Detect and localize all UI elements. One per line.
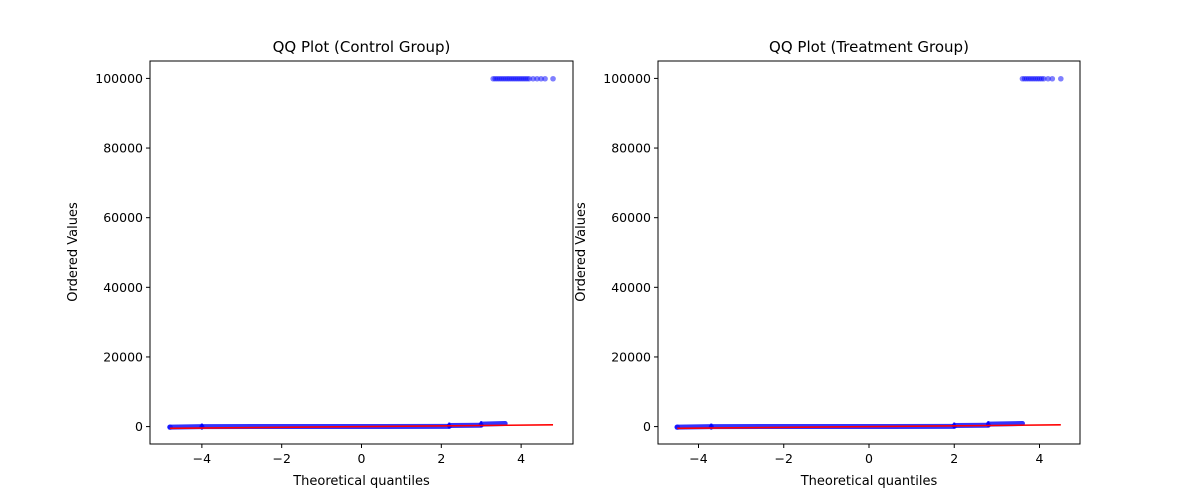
- qq-points-body-0: [167, 424, 205, 430]
- qq-points-body-0: [674, 424, 714, 430]
- x-tick-label: 0: [865, 451, 873, 466]
- x-tick-label: 0: [358, 451, 366, 466]
- qq-point-outlier: [526, 75, 532, 82]
- x-tick-label: 4: [517, 451, 525, 466]
- y-tick-label: 40000: [611, 280, 651, 295]
- x-tick-label: 2: [950, 451, 958, 466]
- y-tick-label: 40000: [103, 280, 143, 295]
- y-tick-label: 80000: [103, 141, 143, 156]
- x-tick-label: 2: [437, 451, 445, 466]
- qq-point-outlier: [538, 75, 544, 82]
- qq-point-outlier: [1040, 75, 1047, 82]
- qq-point-outlier: [542, 75, 548, 82]
- qq-plot-treatment: QQ Plot (Treatment Group) Theoretical qu…: [574, 38, 1081, 489]
- x-tick-label: −2: [775, 451, 793, 466]
- qq-point-outlier: [550, 75, 556, 82]
- y-tick-label: 100000: [95, 71, 143, 86]
- plot-area: [167, 75, 556, 430]
- chart-title-treatment: QQ Plot (Treatment Group): [769, 38, 969, 56]
- axes-frame: [149, 60, 574, 445]
- plot-area: [674, 75, 1064, 430]
- y-tick-label: 60000: [611, 210, 651, 225]
- y-tick-label: 100000: [603, 71, 651, 86]
- qq-point-outlier: [1049, 75, 1056, 82]
- y-tick-label: 20000: [611, 349, 651, 364]
- qq-point-outlier: [530, 75, 536, 82]
- chart-title-control: QQ Plot (Control Group): [273, 38, 451, 56]
- qq-fit-line: [169, 424, 554, 430]
- qq-plot-control: QQ Plot (Control Group) Theoretical quan…: [66, 38, 574, 489]
- axes-frame: [657, 60, 1081, 445]
- x-axis-label-treatment: Theoretical quantiles: [800, 474, 938, 489]
- qq-point-outlier: [534, 75, 540, 82]
- y-tick-label: 20000: [103, 349, 143, 364]
- x-tick-label: −4: [689, 451, 707, 466]
- y-axis-label-control: Ordered Values: [66, 202, 81, 302]
- qq-points-body-3: [985, 420, 1025, 427]
- y-tick-label: 0: [135, 419, 143, 434]
- x-axis-label-control: Theoretical quantiles: [292, 474, 430, 489]
- x-tick-label: −2: [272, 451, 290, 466]
- x-tick-label: 4: [1036, 451, 1044, 466]
- y-axis-label-treatment: Ordered Values: [574, 202, 589, 302]
- qq-point-outlier: [1058, 75, 1064, 82]
- y-tick-label: 60000: [103, 210, 143, 225]
- qq-point-outlier: [1045, 75, 1051, 82]
- qq-fit-line: [677, 424, 1061, 430]
- y-tick-label: 80000: [611, 141, 651, 156]
- x-tick-label: −4: [193, 451, 211, 466]
- qq-points-body-3: [478, 420, 508, 427]
- y-tick-label: 0: [643, 419, 651, 434]
